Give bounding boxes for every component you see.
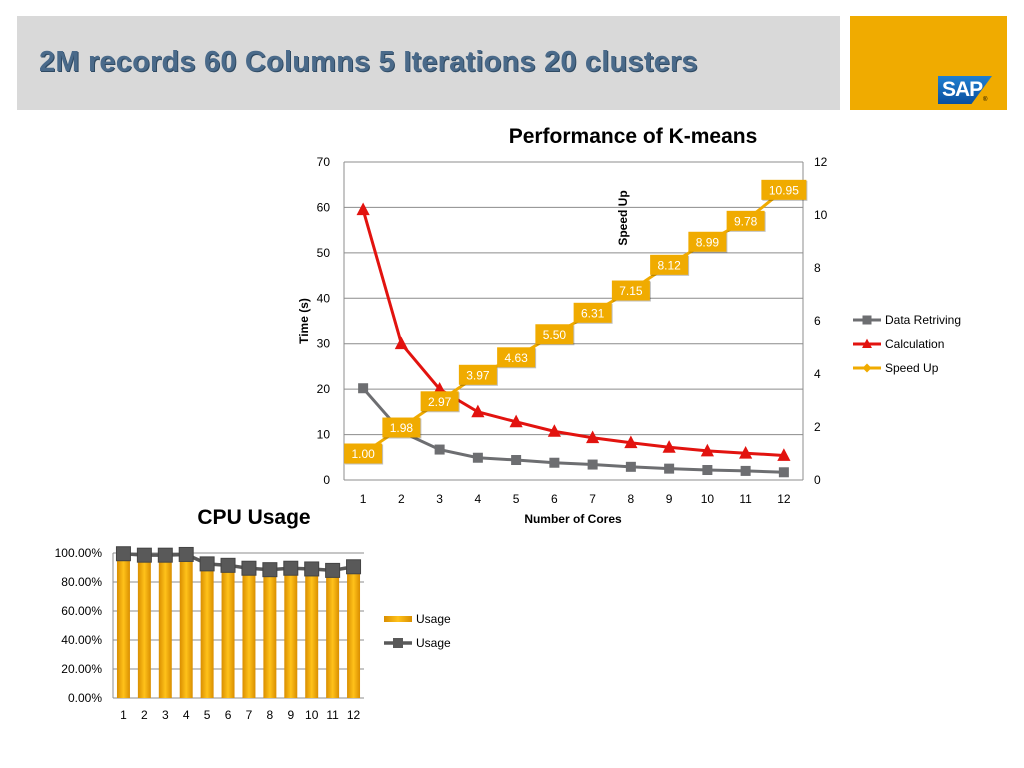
- data-point: [511, 455, 522, 466]
- data-label-box: [761, 179, 807, 200]
- y2-tick-label: 8: [814, 261, 821, 275]
- title-band: 2M records 60 Columns 5 Iterations 20 cl…: [17, 16, 840, 110]
- y-tick-label: 70: [317, 155, 331, 169]
- legend-marker: [862, 363, 872, 373]
- data-point: [394, 336, 408, 350]
- y2-tick-label: 10: [814, 208, 828, 222]
- data-point: [624, 435, 638, 449]
- data-label: 8.99: [696, 235, 720, 249]
- x-tick-label: 8: [628, 492, 635, 506]
- data-label: 1.98: [390, 421, 414, 435]
- data-point: [547, 424, 561, 437]
- data-label-box: [458, 364, 497, 385]
- legend-label: Calculation: [885, 337, 944, 351]
- data-point: [587, 459, 598, 470]
- logo-registered-mark: ®: [983, 97, 988, 103]
- data-point: [700, 443, 714, 457]
- legend-marker: [862, 315, 872, 325]
- data-label: 7.15: [619, 284, 643, 298]
- series-lines: 1.00 1.98 2.97 3.97 4.63 5.50 6.31 7.15 8.12 8.99…: [344, 179, 808, 478]
- data-label: 3.97: [466, 368, 490, 382]
- y2-tick-label: 12: [814, 155, 828, 169]
- y2-tick-label: 2: [814, 420, 821, 434]
- x-tick-label: 4: [475, 492, 482, 506]
- x-axis-title: Number of Cores: [524, 512, 622, 526]
- logo: SAP ®: [850, 16, 1007, 110]
- data-label-box: [611, 280, 650, 301]
- gridlines: [344, 161, 803, 436]
- data-point: [625, 461, 636, 472]
- data-point: [740, 465, 751, 476]
- x-tick-label: 5: [513, 492, 520, 506]
- logo-text: SAP: [942, 78, 983, 101]
- data-point: [778, 467, 789, 478]
- data-point: [549, 457, 560, 468]
- data-label-box: [726, 210, 765, 231]
- x-tick-label: 2: [398, 492, 405, 506]
- x-tick-label: 1: [360, 492, 367, 506]
- data-label: 6.31: [581, 306, 605, 320]
- legend-label: Data Retriving: [885, 313, 961, 327]
- data-label-box: [650, 254, 689, 275]
- data-label: 4.63: [504, 351, 528, 365]
- y2-tick-label: 6: [814, 314, 821, 328]
- data-point: [434, 444, 445, 455]
- data-label: 1.00: [351, 447, 375, 461]
- data-point: [358, 383, 369, 394]
- x-tick-label: 12: [777, 492, 791, 506]
- x-tick-label: 10: [701, 492, 715, 506]
- data-label-box: [344, 443, 383, 464]
- y-tick-label: 30: [317, 337, 331, 351]
- data-point: [471, 404, 485, 418]
- y2-tick-label: 0: [814, 473, 821, 487]
- data-point: [356, 202, 370, 216]
- legend: Data Retriving Calculation Speed Up: [853, 313, 961, 375]
- y2-tick-label: 4: [814, 367, 821, 381]
- data-label: 8.12: [657, 258, 681, 272]
- y2-axis-title: Speed Up: [616, 190, 630, 245]
- data-label-box: [497, 347, 536, 368]
- data-label-box: [382, 417, 421, 438]
- data-label: 5.50: [543, 328, 567, 342]
- x-tick-label: 9: [666, 492, 673, 506]
- data-point: [586, 430, 600, 444]
- series-line: [361, 387, 784, 474]
- data-point: [472, 452, 483, 463]
- y-tick-label: 20: [317, 382, 331, 396]
- x-tick-label: 7: [589, 492, 596, 506]
- data-point: [509, 414, 523, 428]
- legend-label: Speed Up: [885, 361, 939, 375]
- y-tick-label: 10: [317, 428, 331, 442]
- data-label-box: [688, 231, 727, 252]
- series-line: [362, 188, 785, 455]
- data-label-box: [573, 302, 612, 323]
- series-speed-up: 1.00 1.98 2.97 3.97 4.63 5.50 6.31 7.15 8.12 8.99…: [344, 179, 808, 465]
- series-calculation: [356, 202, 791, 461]
- data-point: [662, 440, 676, 453]
- y-tick-label: 50: [317, 246, 331, 260]
- data-point: [664, 463, 675, 474]
- data-label: 2.97: [428, 395, 452, 409]
- data-label-box: [420, 391, 459, 412]
- legend-marker: [862, 338, 872, 349]
- x-tick-label: 3: [436, 492, 443, 506]
- x-tick-label: 6: [551, 492, 558, 506]
- slide-title: 2M records 60 Columns 5 Iterations 20 cl…: [39, 46, 698, 78]
- y-tick-label: 0: [323, 473, 330, 487]
- data-point: [739, 445, 753, 459]
- y-axis-title: Time (s): [297, 298, 311, 344]
- data-point: [702, 465, 713, 476]
- x-tick-label: 11: [739, 492, 752, 506]
- series-line: [361, 209, 784, 457]
- data-label-box: [535, 324, 574, 345]
- data-label: 9.78: [734, 214, 758, 228]
- data-label: 10.95: [769, 183, 799, 197]
- data-point: [777, 448, 791, 461]
- y-tick-label: 60: [317, 200, 331, 214]
- y-tick-label: 40: [317, 291, 331, 305]
- chart-title: Performance of K-means: [509, 125, 758, 148]
